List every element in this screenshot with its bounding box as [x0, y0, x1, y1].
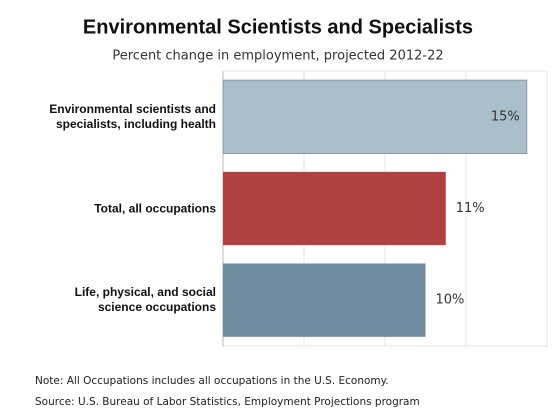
bar: [222, 79, 528, 154]
chart-subtitle: Percent change in employment, projected …: [112, 49, 443, 64]
value-label: 11%: [456, 201, 485, 216]
value-label: 15%: [491, 109, 520, 124]
note: Note: All Occupations includes all occup…: [35, 375, 389, 387]
category-label: Environmental scientists and specialists…: [49, 101, 216, 131]
bar: [223, 171, 446, 246]
value-label: 10%: [436, 293, 465, 308]
bar: [223, 263, 426, 337]
chart-title: Environmental Scientists and Specialists: [83, 16, 473, 38]
category-label: Life, physical, and social science occup…: [74, 285, 216, 315]
source: Source: U.S. Bureau of Labor Statistics,…: [35, 396, 420, 408]
category-label: Total, all occupations: [94, 201, 216, 215]
